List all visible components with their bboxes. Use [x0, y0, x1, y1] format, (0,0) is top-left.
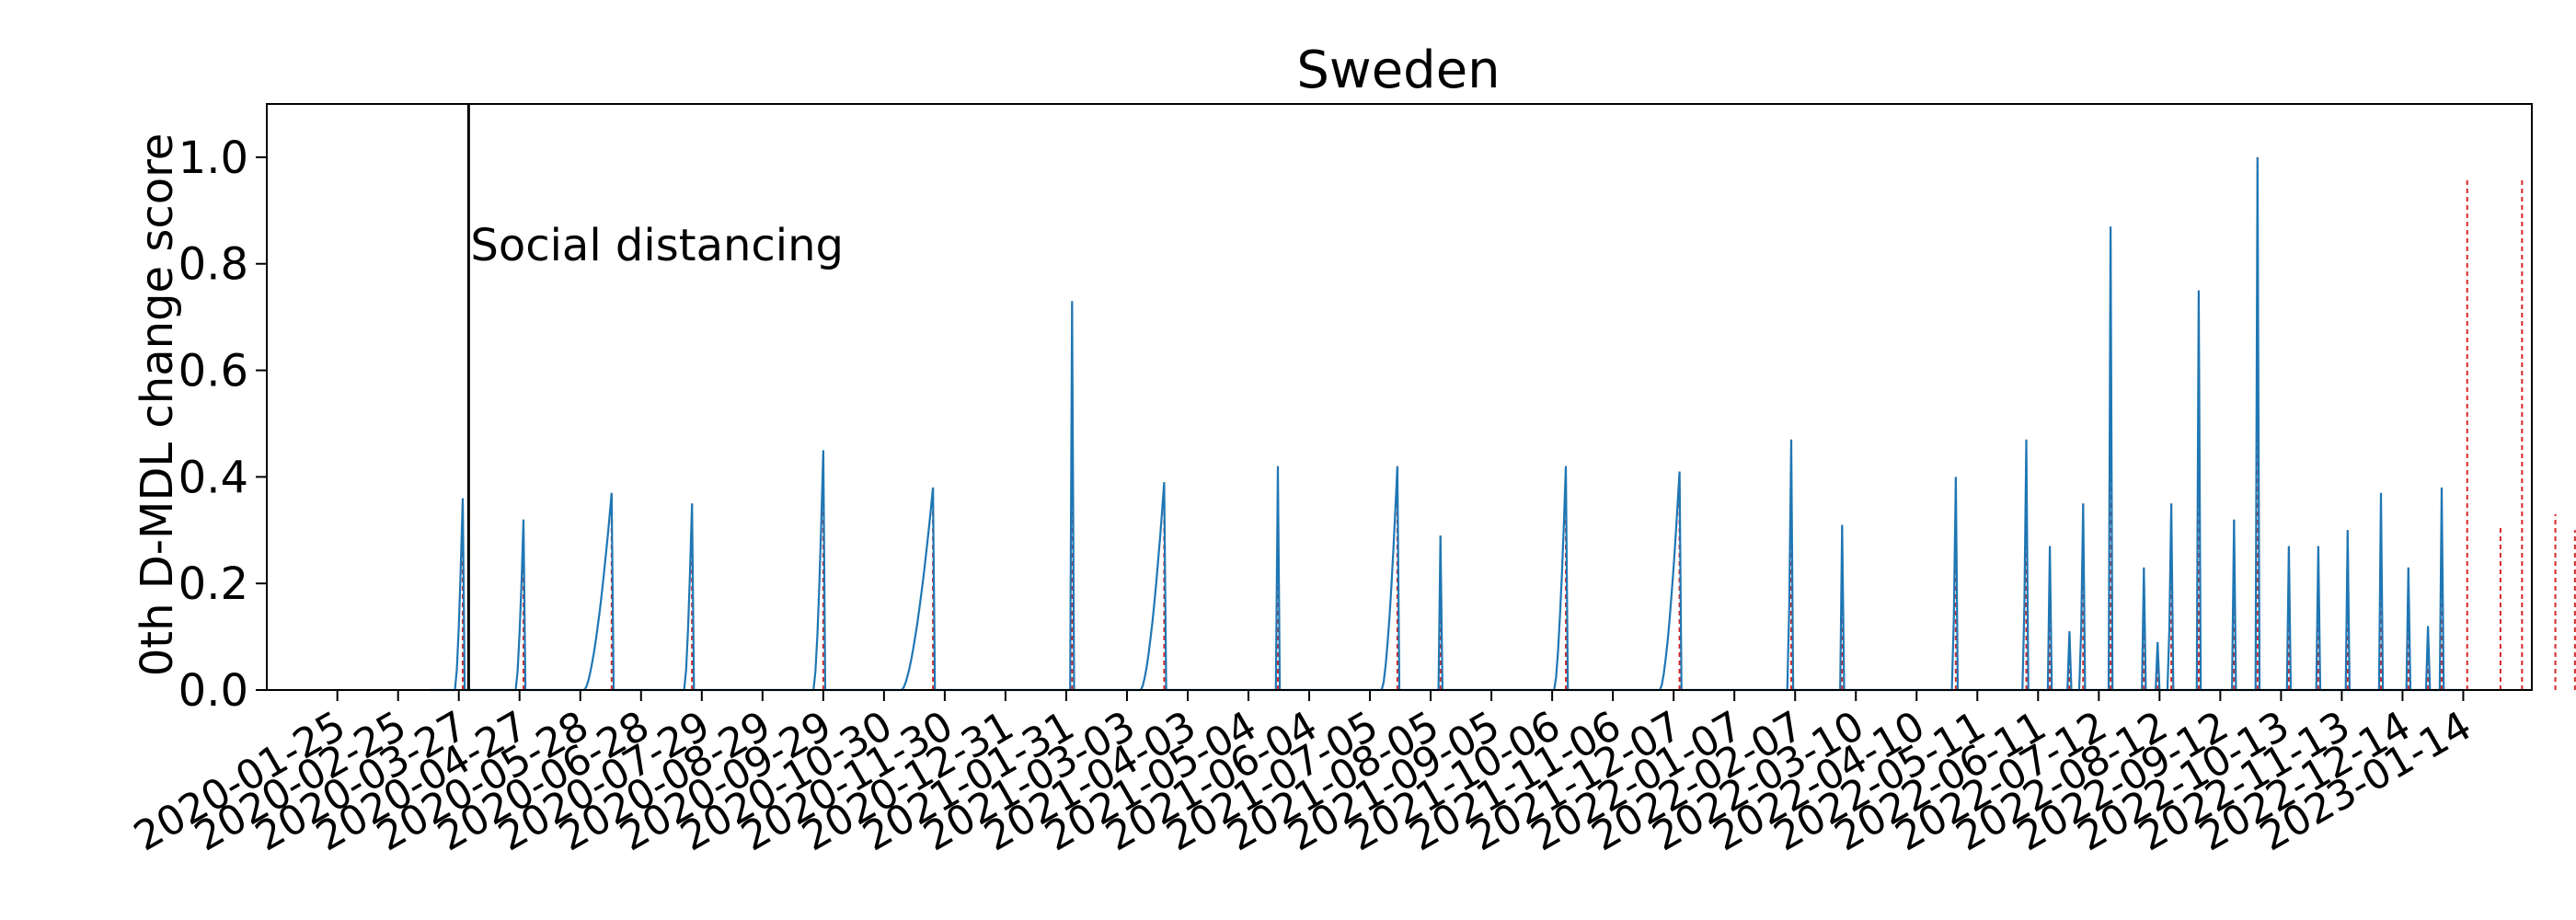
- y-axis-label: 0th D-MDL change score: [132, 133, 183, 677]
- y-axis: 0.0 0.2 0.4 0.6 0.8 1.0: [178, 132, 267, 717]
- y-tick-label: 0.8: [178, 239, 248, 291]
- y-tick-label: 0.4: [178, 452, 248, 503]
- chart-title: Sweden: [1296, 40, 1500, 100]
- y-tick-label: 0.0: [178, 665, 248, 717]
- event-label: Social distancing: [470, 220, 844, 271]
- x-axis: 2020-01-252020-02-252020-03-272020-04-27…: [126, 690, 2479, 860]
- plot-frame: [266, 103, 2533, 691]
- y-tick-label: 0.6: [178, 346, 248, 397]
- annotations: Social distancing: [466, 104, 844, 690]
- y-tick-label: 1.0: [178, 132, 248, 184]
- y-tick-label: 0.2: [178, 558, 248, 610]
